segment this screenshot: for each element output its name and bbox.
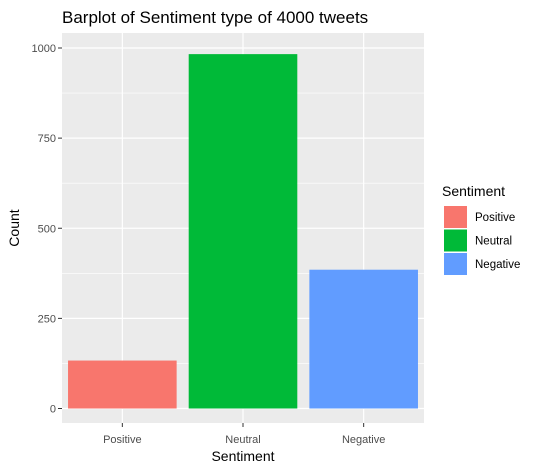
x-tick-label: Neutral [225, 434, 260, 446]
legend: Sentiment Positive Neutral Negative [442, 183, 520, 275]
y-axis-title: Count [6, 209, 22, 246]
bar-negative [309, 269, 418, 409]
x-tick-label: Negative [342, 434, 385, 446]
chart-title: Barplot of Sentiment type of 4000 tweets [62, 8, 368, 27]
x-axis-title: Sentiment [211, 448, 274, 464]
bar-positive [68, 360, 177, 409]
legend-swatch-positive [444, 206, 467, 228]
legend-label-positive: Positive [475, 212, 515, 224]
y-tick-label: 500 [38, 223, 56, 235]
x-axis: Positive Neutral Negative [103, 423, 385, 446]
legend-swatch-neutral [444, 229, 467, 252]
legend-title: Sentiment [442, 183, 505, 199]
legend-items: Positive Neutral Negative [444, 206, 520, 275]
y-axis: 0 250 500 750 1000 [32, 43, 62, 416]
y-tick-label: 0 [50, 404, 56, 416]
legend-label-neutral: Neutral [475, 236, 512, 248]
bars [68, 54, 418, 409]
bar-neutral [188, 54, 298, 409]
legend-label-negative: Negative [475, 259, 520, 271]
y-tick-label: 250 [38, 313, 56, 325]
legend-swatch-negative [444, 253, 467, 275]
x-tick-label: Positive [103, 434, 142, 446]
y-tick-label: 750 [38, 133, 56, 145]
y-tick-label: 1000 [32, 43, 56, 55]
